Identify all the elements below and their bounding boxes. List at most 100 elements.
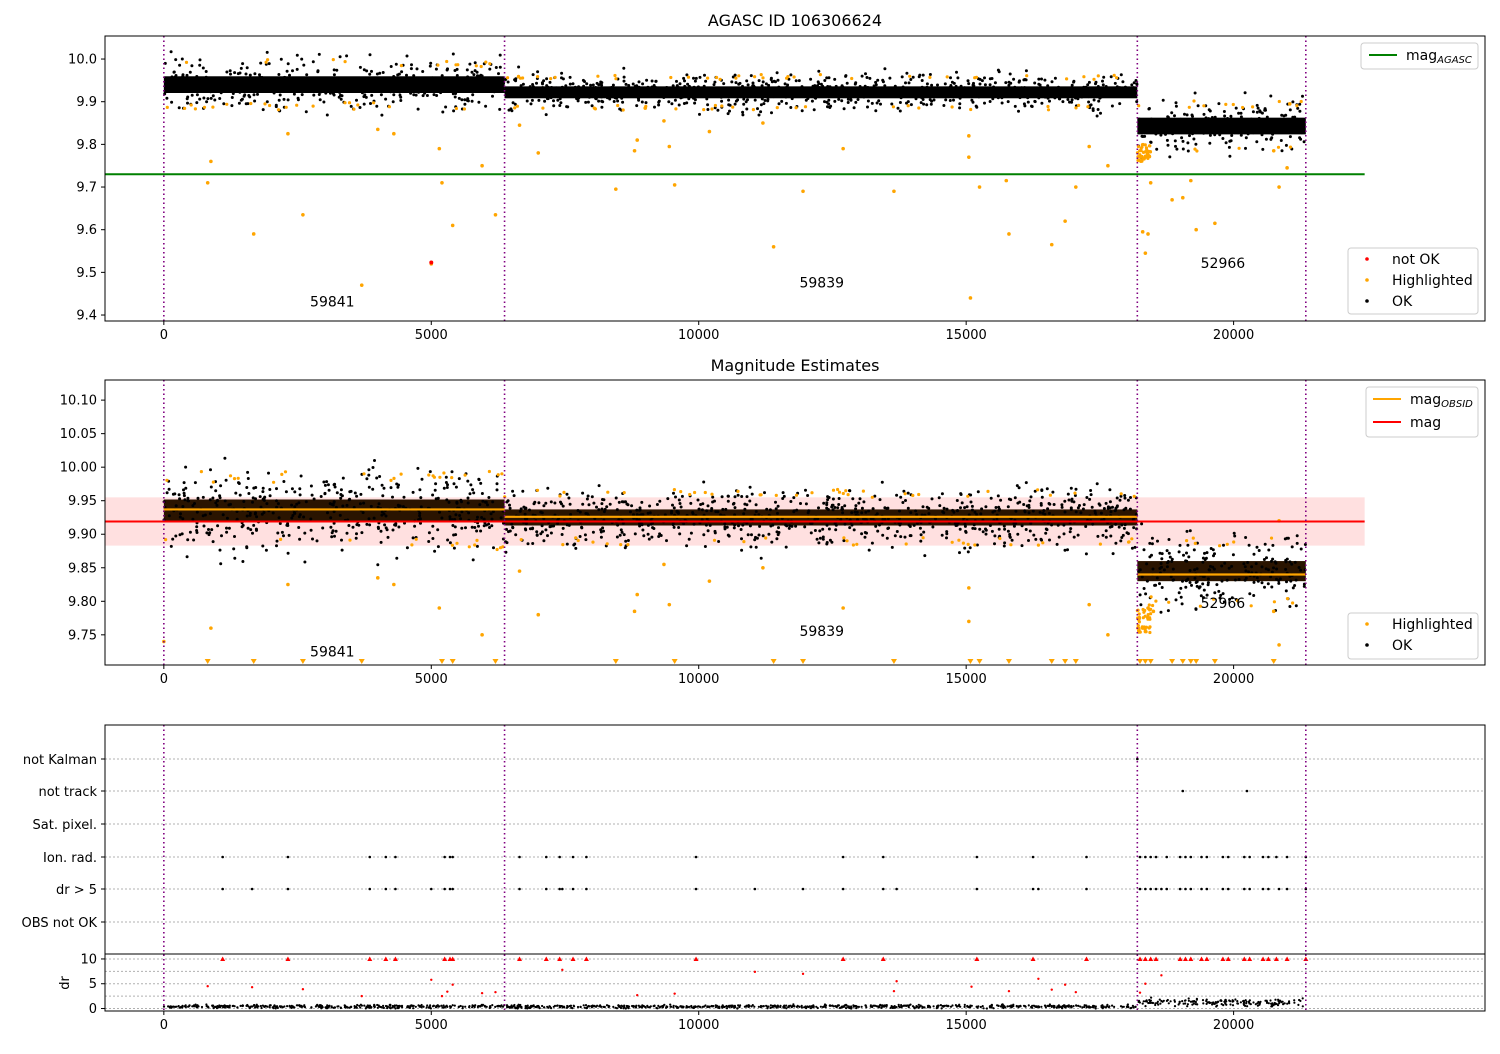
- dr-point: [1017, 1005, 1021, 1008]
- ok-point: [488, 88, 492, 92]
- dr-point: [316, 1003, 319, 1006]
- highlighted-point: [399, 472, 403, 476]
- ok-point: [578, 535, 582, 538]
- dr-point: [873, 1004, 876, 1007]
- highlighted-point: [850, 76, 854, 81]
- dr-point: [967, 1005, 971, 1009]
- ok-point: [292, 86, 296, 90]
- ok-point: [487, 496, 491, 499]
- highlighted-point: [967, 155, 971, 159]
- ok-point: [391, 528, 395, 532]
- ok-point: [1023, 86, 1027, 90]
- ok-point: [219, 91, 223, 95]
- dr-point: [1189, 1000, 1192, 1003]
- dr-point: [268, 1004, 271, 1007]
- ok-point: [818, 529, 822, 533]
- ok-point: [416, 466, 420, 470]
- dr-point: [1121, 1005, 1124, 1009]
- ok-point: [426, 77, 430, 81]
- dr-point: [1002, 1006, 1005, 1010]
- ok-point: [812, 88, 816, 92]
- ok-point: [346, 84, 349, 88]
- ok-point: [507, 108, 511, 112]
- highlighted-point: [1106, 163, 1110, 168]
- dr-point: [1239, 1001, 1242, 1004]
- ok-point: [952, 98, 955, 102]
- highlighted-point: [209, 159, 213, 164]
- ok-point: [863, 84, 867, 88]
- dr-point: [591, 1005, 595, 1008]
- highlighted-point: [487, 469, 491, 474]
- ok-point: [776, 504, 780, 508]
- dr-point: [596, 1004, 599, 1007]
- highlighted-point: [1151, 603, 1155, 608]
- ok-point: [722, 82, 726, 86]
- highlighted-point: [1119, 492, 1123, 496]
- ok-point: [1293, 584, 1297, 587]
- dr-point: [438, 1005, 441, 1008]
- ok-point: [1120, 523, 1124, 527]
- dr-point: [603, 1005, 606, 1009]
- ok-point: [968, 546, 972, 550]
- ok-point: [1237, 578, 1241, 581]
- ok-point: [275, 505, 279, 509]
- dr-point: [731, 1004, 734, 1007]
- ok-point: [1284, 143, 1288, 147]
- ok-point: [268, 488, 272, 491]
- dr-point: [949, 1005, 953, 1008]
- dr-clipped-marker: [1199, 956, 1205, 961]
- ok-point: [295, 67, 299, 71]
- ok-point: [224, 478, 228, 482]
- ok-point: [621, 100, 625, 104]
- dr-clipped-marker: [1284, 956, 1290, 961]
- dr-point: [440, 1004, 443, 1007]
- dr-outlier-point: [1138, 991, 1142, 994]
- dr-point: [464, 1005, 467, 1008]
- dr-point: [1184, 1002, 1187, 1005]
- ok-point: [827, 76, 831, 80]
- ok-point: [362, 102, 366, 106]
- ok-point: [1209, 126, 1213, 130]
- ok-point: [630, 504, 634, 508]
- ok-point: [1159, 562, 1163, 565]
- dr-point: [1107, 1006, 1110, 1009]
- ok-point: [975, 105, 979, 109]
- ok-point: [746, 533, 750, 537]
- ok-point: [1094, 82, 1097, 86]
- ok-point: [560, 71, 564, 75]
- highlighted-point: [718, 77, 722, 81]
- highlighted-point: [1009, 543, 1013, 547]
- ok-point: [620, 500, 624, 504]
- dr-point: [1148, 1001, 1151, 1005]
- ok-point: [726, 499, 730, 503]
- dr-point: [579, 1005, 582, 1009]
- highlighted-point: [968, 296, 973, 300]
- dr-point: [966, 1004, 969, 1008]
- ok-point: [179, 512, 182, 516]
- ok-point: [1273, 560, 1277, 564]
- ok-point: [1108, 506, 1112, 510]
- ok-point: [962, 90, 965, 94]
- ok-point: [711, 500, 715, 504]
- ok-point: [177, 84, 181, 88]
- ok-point: [330, 502, 334, 506]
- dr-point: [1258, 1003, 1261, 1006]
- ok-point: [1006, 529, 1010, 533]
- ok-point: [825, 523, 829, 527]
- ok-point: [549, 500, 553, 504]
- ok-point: [356, 84, 360, 88]
- ok-point: [678, 82, 682, 86]
- ok-point: [1160, 557, 1164, 561]
- ok-point: [813, 529, 817, 532]
- ok-point: [1020, 86, 1024, 90]
- highlighted-point: [1041, 541, 1045, 545]
- ok-point: [622, 66, 626, 70]
- ok-point: [728, 95, 732, 98]
- ok-point: [774, 500, 777, 504]
- ok-point: [242, 500, 246, 503]
- ok-point: [942, 506, 946, 510]
- ok-point: [1243, 125, 1247, 129]
- dr-point: [1156, 1000, 1159, 1003]
- ok-point: [1239, 111, 1243, 115]
- ok-point: [1119, 73, 1123, 77]
